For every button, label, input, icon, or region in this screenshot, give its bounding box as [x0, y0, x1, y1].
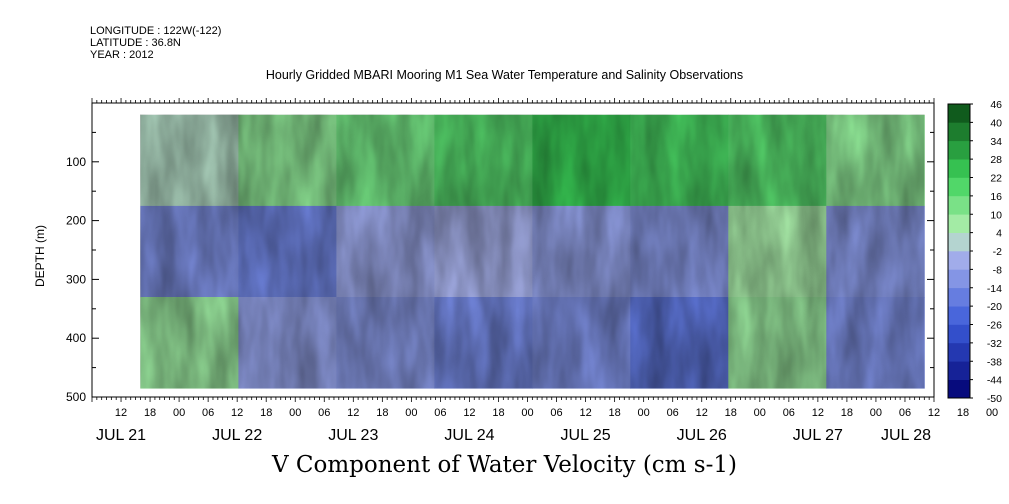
colorbar-tick-label: -38: [987, 356, 1002, 368]
colorbar-tick-label: -50: [987, 393, 1002, 405]
x-hour-label: 00: [754, 407, 766, 419]
x-hour-label: 12: [347, 407, 359, 419]
x-hour-label: 12: [115, 407, 127, 419]
y-tick-label: 500: [66, 390, 86, 404]
x-hour-label: 00: [521, 407, 533, 419]
colorbar-swatch: [948, 361, 970, 380]
x-hour-label: 12: [928, 407, 940, 419]
x-hour-label: 18: [957, 407, 969, 419]
colorbar-tick-label: 46: [990, 99, 1002, 111]
colorbar-tick-label: 16: [990, 191, 1002, 203]
colorbar-swatch: [948, 177, 970, 197]
y-axis: 100 200 300 400 500: [66, 102, 934, 404]
y-axis-label: DEPTH (m): [33, 225, 47, 287]
colorbar-swatch: [948, 251, 970, 270]
y-tick-label: 300: [66, 272, 86, 286]
colorbar-caption: V Component of Water Velocity (cm s-1): [272, 452, 737, 478]
x-day-label: JUL 28: [881, 427, 931, 444]
x-day-label: JUL 25: [561, 427, 611, 444]
x-hour-label: 18: [376, 407, 388, 419]
colorbar-tick-label: -32: [987, 338, 1002, 350]
x-hour-label: 06: [899, 407, 911, 419]
colorbar: 46 40 34 28 22 16 10 4 -2 -8 -14 -20 -26 -32 -38 -44 -50: [947, 99, 1002, 405]
colorbar-tick-label: -2: [993, 246, 1002, 258]
colorbar-tick-label: 10: [990, 209, 1002, 221]
colorbar-swatch: [948, 342, 970, 362]
x-hour-label: 06: [783, 407, 795, 419]
colorbar-tick-label: 28: [990, 154, 1002, 166]
colorbar-swatch: [948, 232, 970, 252]
y-tick-label: 100: [66, 155, 86, 169]
colorbar-tick-label: -20: [987, 301, 1002, 313]
x-day-label: JUL 24: [444, 427, 494, 444]
x-hour-label: 00: [986, 407, 998, 419]
y-tick-label: 200: [66, 214, 86, 228]
heatmap-field: [140, 114, 925, 389]
year-label: YEAR : 2012: [90, 49, 154, 61]
latitude-label: LATITUDE : 36.8N: [90, 37, 181, 49]
x-hour-label: 00: [289, 407, 301, 419]
x-hour-label: 18: [725, 407, 737, 419]
x-day-label: JUL 23: [328, 427, 378, 444]
x-hour-label: 12: [463, 407, 475, 419]
x-hour-label: 06: [202, 407, 214, 419]
x-hour-label: 06: [550, 407, 562, 419]
colorbar-swatch: [948, 214, 970, 233]
colorbar-tick-label: 34: [990, 136, 1002, 148]
x-day-label: JUL 21: [96, 427, 146, 444]
colorbar-tick-label: -14: [987, 283, 1002, 295]
x-hour-label: 00: [405, 407, 417, 419]
x-day-label: JUL 22: [212, 427, 262, 444]
x-hour-label: 00: [870, 407, 882, 419]
x-day-label: JUL 26: [677, 427, 727, 444]
x-hour-label: 06: [667, 407, 679, 419]
x-hour-label: 18: [492, 407, 504, 419]
x-hour-label: 06: [434, 407, 446, 419]
colorbar-tick-label: -26: [987, 320, 1002, 332]
colorbar-swatch: [948, 122, 970, 142]
colorbar-tick-label: -44: [987, 375, 1002, 387]
y-tick-label: 400: [66, 331, 86, 345]
x-day-label: JUL 27: [793, 427, 843, 444]
x-hour-label: 12: [696, 407, 708, 419]
colorbar-swatch: [948, 269, 970, 289]
x-hour-label: 18: [841, 407, 853, 419]
heatmap-texture: [140, 114, 925, 389]
colorbar-tick-label: 4: [996, 228, 1002, 240]
x-hour-label: 12: [579, 407, 591, 419]
x-hour-label: 12: [231, 407, 243, 419]
colorbar-swatch: [948, 104, 970, 123]
x-hour-label: 12: [812, 407, 824, 419]
x-hour-label: 18: [260, 407, 272, 419]
colorbar-swatch: [948, 324, 970, 344]
colorbar-swatch: [948, 306, 970, 325]
colorbar-tick-label: -8: [993, 264, 1002, 276]
longitude-label: LONGITUDE : 122W(-122): [90, 25, 222, 37]
x-hour-label: 18: [608, 407, 620, 419]
colorbar-swatch: [948, 195, 970, 215]
x-hour-label: 06: [318, 407, 330, 419]
x-hour-label: 00: [638, 407, 650, 419]
colorbar-swatch: [948, 140, 970, 160]
x-hour-label: 00: [173, 407, 185, 419]
x-axis: 12 18 00 06 12 18 00 06 12 18 00 06 12 18 00 06 12 18 00 06…: [96, 407, 998, 444]
x-hour-label: 18: [144, 407, 156, 419]
colorbar-swatch: [948, 379, 970, 399]
colorbar-swatch: [948, 159, 970, 178]
colorbar-swatch: [948, 287, 970, 307]
chart-title: Hourly Gridded MBARI Mooring M1 Sea Wate…: [265, 68, 744, 82]
colorbar-tick-label: 40: [990, 117, 1002, 129]
colorbar-tick-label: 22: [990, 173, 1002, 185]
